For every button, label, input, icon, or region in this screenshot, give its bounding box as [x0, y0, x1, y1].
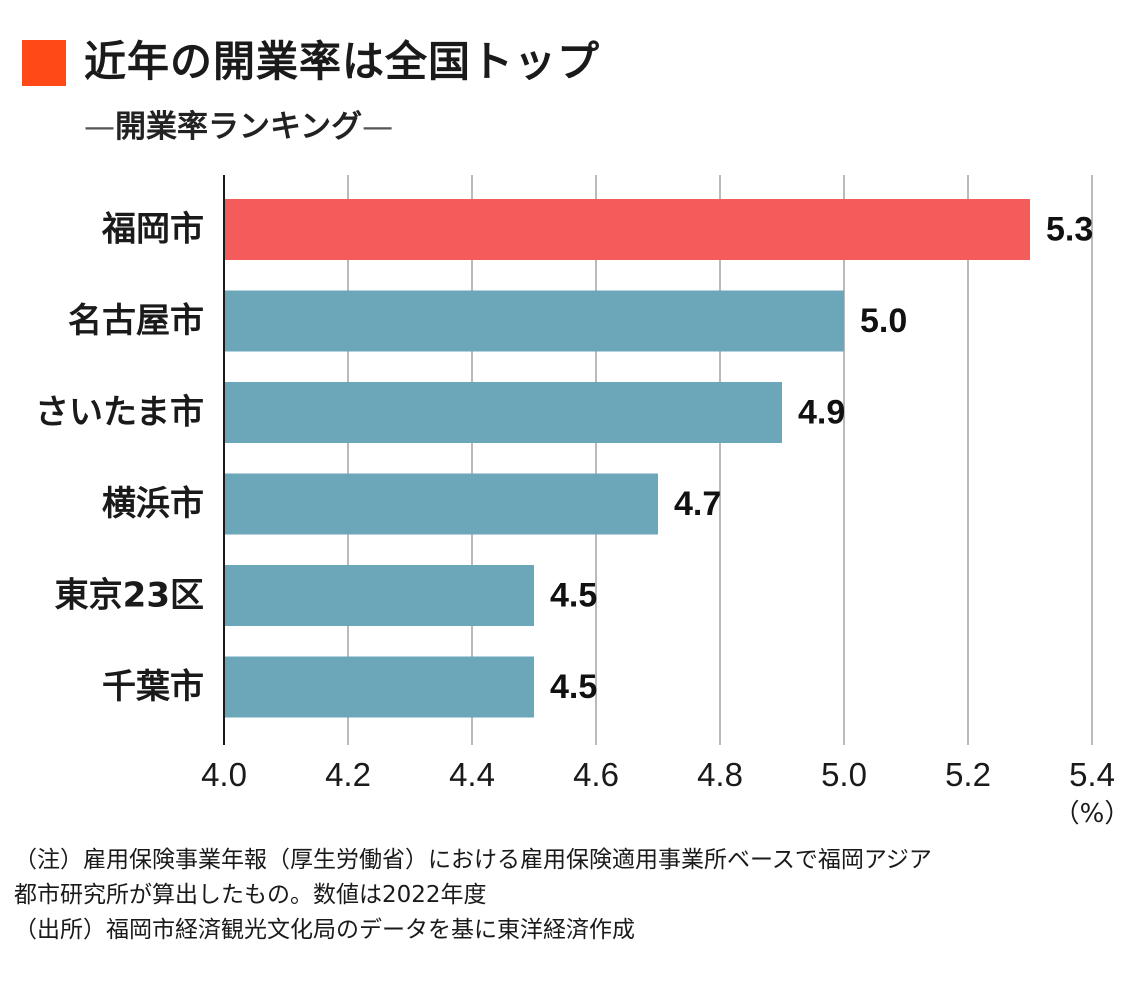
value-label: 5.3	[1046, 211, 1093, 249]
value-label: 4.9	[798, 394, 845, 432]
source-line: （出所）福岡市経済観光文化局のデータを基に東洋経済作成	[14, 917, 635, 943]
chart-subtitle: —開業率ランキング—	[84, 106, 393, 148]
category-label: 名古屋市	[68, 301, 204, 341]
bar	[224, 290, 844, 352]
bar	[224, 473, 658, 535]
x-tick-label: 5.0	[821, 756, 867, 793]
subtitle-dash-left: —	[84, 109, 115, 145]
value-label: 4.5	[550, 577, 597, 615]
footnotes: （注）雇用保険事業年報（厚生労働省）における雇用保険適用事業所ベースで福岡アジア…	[14, 843, 1129, 948]
category-label: 千葉市	[102, 667, 204, 707]
bar	[224, 199, 1030, 260]
unit-label: （%）	[1054, 799, 1131, 829]
x-tick-label: 5.4	[1069, 756, 1115, 793]
chart-title: 近年の開業率は全国トップ	[84, 37, 601, 86]
bar	[224, 565, 534, 626]
bar	[224, 656, 534, 718]
x-tick-label: 5.2	[945, 756, 991, 793]
category-label: さいたま市	[35, 393, 204, 433]
category-label: 福岡市	[101, 210, 204, 250]
x-tick-label: 4.0	[201, 756, 247, 793]
note-line-1: （注）雇用保険事業年報（厚生労働省）における雇用保険適用事業所ベースで福岡アジア	[14, 847, 932, 873]
category-label: 東京23区	[55, 576, 204, 616]
value-label: 4.7	[674, 485, 721, 523]
x-tick-label: 4.8	[697, 756, 743, 793]
category-label: 横浜市	[102, 484, 204, 524]
note-line-2: 都市研究所が算出したもの。数値は2022年度	[14, 882, 487, 908]
x-tick-label: 4.4	[449, 756, 495, 793]
x-tick-label: 4.6	[573, 756, 619, 793]
x-tick-label: 4.2	[325, 756, 371, 793]
subtitle-text: 開業率ランキング	[115, 109, 363, 145]
title-marker	[22, 40, 66, 86]
value-label: 4.5	[550, 668, 597, 706]
subtitle-dash-right: —	[362, 109, 394, 145]
value-label: 5.0	[860, 302, 907, 340]
bar	[224, 382, 782, 443]
